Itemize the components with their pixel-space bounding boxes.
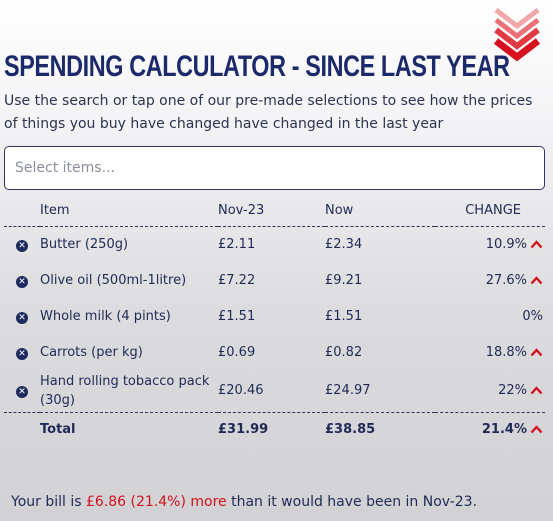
- chevron-up-icon: [530, 386, 543, 395]
- total-prev: £31.99: [218, 422, 269, 438]
- table-header-row: Item Nov-23 Now CHANGE: [4, 196, 545, 226]
- chevron-up-icon: [530, 425, 543, 434]
- chevron-up-icon: [530, 347, 543, 356]
- chevron-stack-down-icon: [493, 8, 541, 62]
- item-name: Carrots (per kg): [40, 344, 143, 360]
- table-row: ✕ Butter (250g) £2.11 £2.34 10.9%: [4, 226, 545, 262]
- table-row: ✕ Whole milk (4 pints) £1.51 £1.51 0%: [4, 298, 545, 334]
- page-subtitle: Use the search or tap one of our pre-mad…: [4, 93, 533, 132]
- close-circle-icon[interactable]: ✕: [16, 347, 28, 360]
- column-header-now: Now: [325, 203, 354, 219]
- change-value: 22%: [498, 383, 527, 399]
- total-label: Total: [40, 422, 76, 438]
- column-header-nov-23: Nov-23: [218, 203, 265, 219]
- prev-price: £1.51: [218, 308, 256, 324]
- item-name: Whole milk (4 pints): [40, 308, 171, 324]
- now-price: £24.97: [325, 383, 371, 399]
- price-table: Item Nov-23 Now CHANGE ✕ Butter (250g) £…: [4, 196, 545, 447]
- prev-price: £0.69: [218, 344, 256, 360]
- prev-price: £20.46: [218, 383, 264, 399]
- total-change: 21.4%: [481, 422, 527, 438]
- close-circle-icon[interactable]: ✕: [16, 386, 28, 399]
- column-header-change: CHANGE: [465, 203, 521, 219]
- now-price: £0.82: [325, 344, 363, 360]
- column-header-item: Item: [40, 203, 70, 219]
- change-value: 0%: [522, 308, 543, 324]
- change-value: 10.9%: [485, 236, 527, 252]
- table-row: ✕ Hand rolling tobacco pack (30g) £20.46…: [4, 370, 545, 412]
- item-name: Olive oil (500ml-1litre): [40, 272, 187, 288]
- now-price: £2.34: [325, 236, 363, 252]
- search-input[interactable]: [4, 146, 545, 190]
- chevron-up-icon: [530, 275, 543, 284]
- page-title: SPENDING CALCULATOR - SINCE LAST YEAR: [4, 50, 510, 83]
- total-now: £38.85: [325, 422, 376, 438]
- bill-summary: Your bill is £6.86 (21.4%) more than it …: [11, 494, 478, 510]
- table-total-row: Total £31.99 £38.85 21.4%: [4, 412, 545, 447]
- change-value: 18.8%: [485, 344, 527, 360]
- bill-difference: £6.86 (21.4%) more: [85, 494, 227, 510]
- item-name: Hand rolling tobacco pack (30g): [40, 373, 210, 408]
- now-price: £1.51: [325, 308, 363, 324]
- close-circle-icon[interactable]: ✕: [16, 311, 28, 324]
- prev-price: £7.22: [218, 272, 256, 288]
- close-circle-icon[interactable]: ✕: [16, 275, 28, 288]
- close-circle-icon[interactable]: ✕: [16, 239, 28, 252]
- now-price: £9.21: [325, 272, 363, 288]
- prev-price: £2.11: [218, 236, 256, 252]
- change-value: 27.6%: [485, 272, 527, 288]
- chevron-up-icon: [530, 239, 543, 249]
- table-row: ✕ Olive oil (500ml-1litre) £7.22 £9.21 2…: [4, 262, 545, 298]
- table-row: ✕ Carrots (per kg) £0.69 £0.82 18.8%: [4, 334, 545, 370]
- item-name: Butter (250g): [40, 236, 129, 252]
